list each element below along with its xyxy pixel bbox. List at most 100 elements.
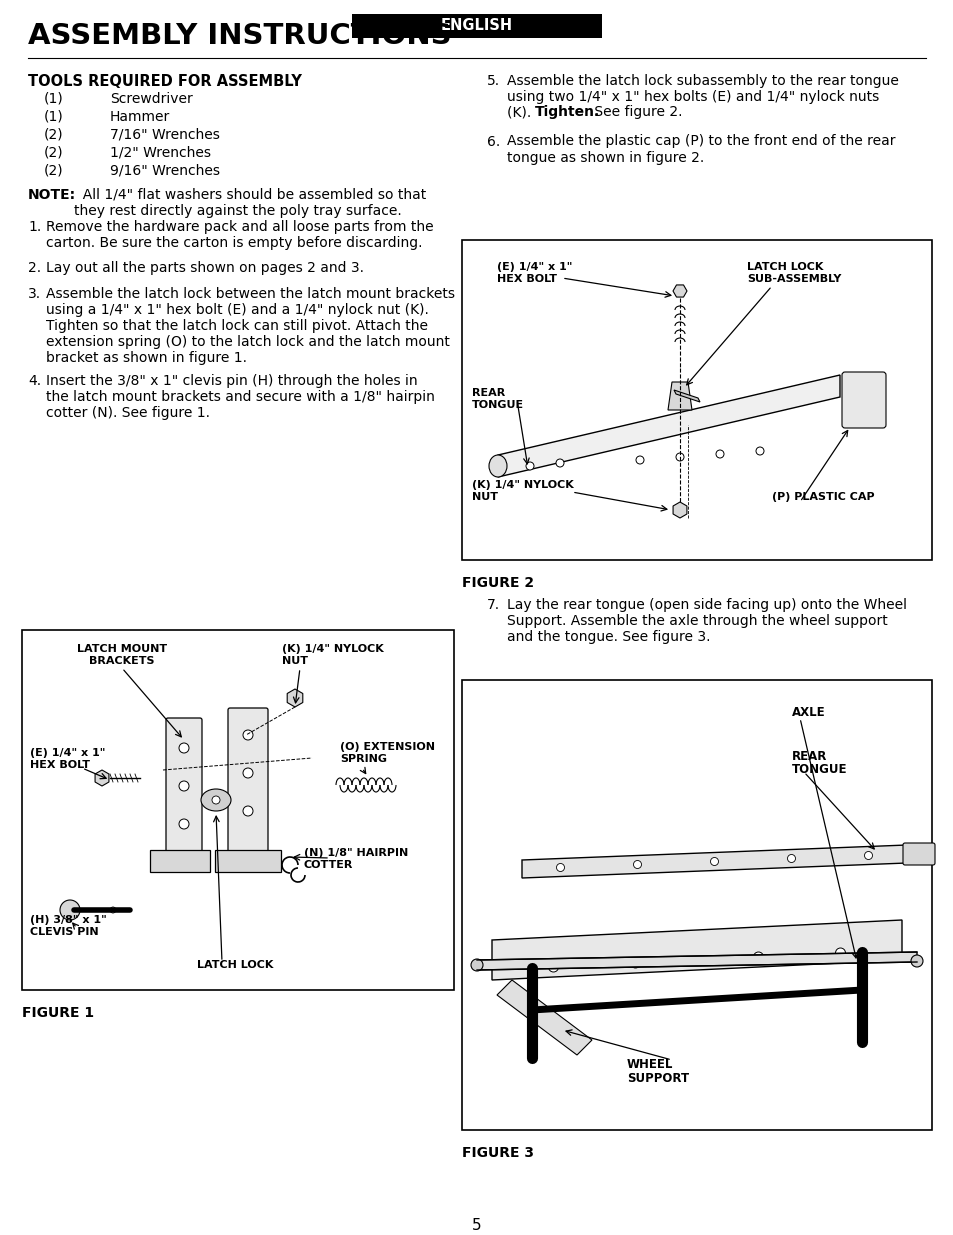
Text: LATCH MOUNT: LATCH MOUNT (77, 643, 167, 655)
Text: ENGLISH: ENGLISH (440, 19, 513, 33)
Text: Assemble the plastic cap (P) to the front end of the rear
tongue as shown in fig: Assemble the plastic cap (P) to the fron… (506, 135, 895, 164)
Text: (K) 1/4" NYLOCK: (K) 1/4" NYLOCK (472, 480, 573, 490)
Text: All 1/4" flat washers should be assembled so that
they rest directly against the: All 1/4" flat washers should be assemble… (74, 188, 426, 219)
Text: 1/2" Wrenches: 1/2" Wrenches (110, 146, 211, 161)
Polygon shape (497, 981, 592, 1055)
Bar (461, 240, 931, 559)
Text: LATCH LOCK: LATCH LOCK (746, 262, 822, 272)
Text: NUT: NUT (282, 656, 308, 666)
Circle shape (110, 906, 116, 913)
Text: 5.: 5. (486, 74, 499, 88)
Circle shape (786, 855, 795, 862)
Ellipse shape (489, 454, 506, 477)
Circle shape (179, 819, 189, 829)
Circle shape (556, 459, 563, 467)
Circle shape (863, 851, 872, 860)
Text: TONGUE: TONGUE (472, 400, 523, 410)
Text: Hammer: Hammer (110, 110, 170, 124)
Circle shape (60, 900, 80, 920)
Polygon shape (521, 845, 906, 878)
Polygon shape (492, 920, 901, 981)
Circle shape (710, 857, 718, 866)
Text: 2.: 2. (28, 261, 41, 275)
Text: Remove the hardware pack and all loose parts from the
carton. Be sure the carton: Remove the hardware pack and all loose p… (46, 220, 434, 251)
Bar (214, 850, 281, 872)
Text: 5: 5 (472, 1218, 481, 1233)
Text: (2): (2) (44, 164, 64, 178)
Text: (E) 1/4" x 1": (E) 1/4" x 1" (30, 748, 105, 758)
Text: (K).: (K). (506, 105, 535, 119)
Polygon shape (287, 689, 302, 706)
Text: SPRING: SPRING (339, 755, 387, 764)
Text: REAR: REAR (472, 388, 505, 398)
Text: FIGURE 1: FIGURE 1 (22, 1007, 94, 1020)
Text: TONGUE: TONGUE (791, 763, 846, 776)
Text: LATCH LOCK: LATCH LOCK (196, 960, 274, 969)
Circle shape (243, 730, 253, 740)
Circle shape (243, 768, 253, 778)
FancyBboxPatch shape (902, 844, 934, 864)
Circle shape (835, 948, 844, 958)
Text: ASSEMBLY INSTRUCTIONS: ASSEMBLY INSTRUCTIONS (28, 22, 451, 49)
Polygon shape (667, 382, 691, 410)
Circle shape (525, 462, 534, 471)
Text: NOTE:: NOTE: (28, 188, 76, 203)
Bar (150, 850, 210, 872)
Polygon shape (673, 501, 686, 517)
Text: 3.: 3. (28, 287, 41, 300)
Text: COTTER: COTTER (304, 860, 353, 869)
Text: (O) EXTENSION: (O) EXTENSION (339, 742, 435, 752)
Text: 7.: 7. (486, 598, 499, 613)
Circle shape (179, 743, 189, 753)
Circle shape (243, 806, 253, 816)
Text: (2): (2) (44, 146, 64, 161)
Polygon shape (672, 285, 686, 298)
Text: FIGURE 2: FIGURE 2 (461, 576, 534, 590)
Text: (H) 3/8" x 1": (H) 3/8" x 1" (30, 915, 107, 925)
Circle shape (636, 456, 643, 464)
FancyBboxPatch shape (166, 718, 202, 852)
Polygon shape (497, 375, 840, 477)
Text: 4.: 4. (28, 374, 41, 388)
Text: HEX BOLT: HEX BOLT (497, 274, 557, 284)
Text: BRACKETS: BRACKETS (90, 656, 154, 666)
Circle shape (548, 962, 558, 972)
Text: SUB-ASSEMBLY: SUB-ASSEMBLY (746, 274, 841, 284)
Text: WHEEL: WHEEL (626, 1058, 673, 1071)
Text: (N) 1/8" HAIRPIN: (N) 1/8" HAIRPIN (304, 848, 408, 858)
Text: 1.: 1. (28, 220, 41, 233)
Ellipse shape (910, 955, 923, 967)
Text: (K) 1/4" NYLOCK: (K) 1/4" NYLOCK (282, 643, 383, 655)
FancyBboxPatch shape (228, 708, 268, 852)
Ellipse shape (201, 789, 231, 811)
Polygon shape (95, 769, 109, 785)
Text: Screwdriver: Screwdriver (110, 91, 193, 106)
Text: FIGURE 3: FIGURE 3 (461, 1146, 534, 1160)
Text: (1): (1) (44, 110, 64, 124)
Text: See figure 2.: See figure 2. (589, 105, 681, 119)
Text: 6.: 6. (486, 135, 499, 148)
Text: SUPPORT: SUPPORT (626, 1072, 688, 1086)
Polygon shape (673, 390, 700, 403)
Text: NUT: NUT (472, 492, 497, 501)
Circle shape (212, 797, 220, 804)
Circle shape (630, 958, 639, 968)
Text: Assemble the latch lock subassembly to the rear tongue: Assemble the latch lock subassembly to t… (506, 74, 898, 88)
Text: TOOLS REQUIRED FOR ASSEMBLY: TOOLS REQUIRED FOR ASSEMBLY (28, 74, 301, 89)
Text: Lay the rear tongue (open side facing up) onto the Wheel
Support. Assemble the a: Lay the rear tongue (open side facing up… (506, 598, 906, 645)
Bar (461, 680, 931, 1130)
FancyBboxPatch shape (841, 372, 885, 429)
Text: 9/16" Wrenches: 9/16" Wrenches (110, 164, 220, 178)
Bar (352, 14, 601, 38)
Circle shape (633, 861, 640, 868)
Circle shape (179, 781, 189, 790)
Circle shape (676, 453, 683, 461)
Text: (2): (2) (44, 128, 64, 142)
Text: (P) PLASTIC CAP: (P) PLASTIC CAP (771, 492, 874, 501)
Text: AXLE: AXLE (791, 706, 824, 719)
Text: Insert the 3/8" x 1" clevis pin (H) through the holes in
the latch mount bracket: Insert the 3/8" x 1" clevis pin (H) thro… (46, 374, 435, 420)
Text: CLEVIS PIN: CLEVIS PIN (30, 927, 98, 937)
Text: HEX BOLT: HEX BOLT (30, 760, 90, 769)
Text: Assemble the latch lock between the latch mount brackets
using a 1/4" x 1" hex b: Assemble the latch lock between the latc… (46, 287, 455, 366)
Text: REAR: REAR (791, 750, 826, 763)
